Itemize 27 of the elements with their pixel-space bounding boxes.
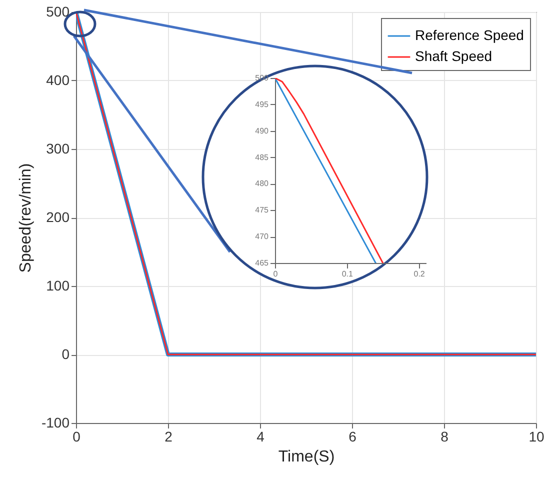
y-tick-label: 200 bbox=[46, 209, 70, 225]
x-tick-label: 0 bbox=[72, 428, 81, 444]
y-tick-label: 465 bbox=[255, 258, 270, 268]
y-tick-label: 490 bbox=[255, 126, 270, 136]
x-tick-label: 0.2 bbox=[414, 270, 426, 278]
legend-label: Reference Speed bbox=[415, 27, 524, 43]
y-tick-label: 500 bbox=[46, 4, 70, 20]
x-tick-label: 4 bbox=[256, 428, 265, 444]
x-tick-label: 10 bbox=[528, 428, 544, 444]
y-tick-label: 300 bbox=[46, 140, 70, 156]
y-tick-label: -100 bbox=[41, 414, 70, 430]
x-tick-label: 0 bbox=[273, 270, 278, 278]
y-tick-label: 475 bbox=[255, 206, 270, 215]
x-axis-title: Time(S) bbox=[278, 448, 335, 466]
y-tick-label: 495 bbox=[255, 100, 270, 109]
y-axis-title: Speed(rev/min) bbox=[17, 163, 34, 273]
y-tick-label: 485 bbox=[255, 152, 270, 162]
y-tick-label: 480 bbox=[255, 179, 270, 188]
x-tick-label: 2 bbox=[164, 428, 173, 444]
x-tick-label: 0.1 bbox=[342, 270, 354, 278]
legend-label: Shaft Speed bbox=[415, 48, 492, 64]
x-tick-label: 8 bbox=[440, 428, 449, 444]
y-tick-label: 400 bbox=[46, 72, 70, 88]
y-tick-label: 100 bbox=[46, 278, 70, 294]
y-tick-label: 470 bbox=[255, 232, 270, 242]
y-tick-label: 0 bbox=[62, 346, 70, 362]
x-tick-label: 6 bbox=[348, 428, 357, 444]
